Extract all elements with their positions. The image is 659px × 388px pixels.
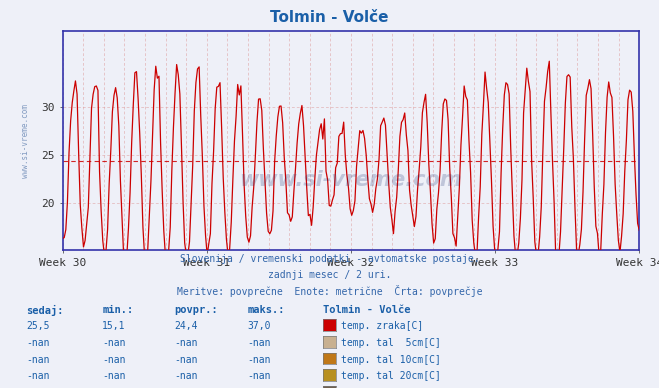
Text: www.si-vreme.com: www.si-vreme.com	[20, 104, 30, 178]
Text: -nan: -nan	[247, 338, 271, 348]
Text: -nan: -nan	[102, 371, 126, 381]
Text: -nan: -nan	[26, 371, 50, 381]
Text: 25,5: 25,5	[26, 321, 50, 331]
Text: temp. zraka[C]: temp. zraka[C]	[341, 321, 424, 331]
Text: sedaj:: sedaj:	[26, 305, 64, 315]
Text: -nan: -nan	[102, 338, 126, 348]
Text: Tolmin - Volče: Tolmin - Volče	[270, 10, 389, 25]
Text: -nan: -nan	[247, 371, 271, 381]
Text: www.si-vreme.com: www.si-vreme.com	[240, 170, 462, 190]
Text: 15,1: 15,1	[102, 321, 126, 331]
Text: min.:: min.:	[102, 305, 133, 315]
Text: temp. tal  5cm[C]: temp. tal 5cm[C]	[341, 338, 442, 348]
Text: -nan: -nan	[26, 355, 50, 365]
Text: zadnji mesec / 2 uri.: zadnji mesec / 2 uri.	[268, 270, 391, 280]
Text: -nan: -nan	[175, 371, 198, 381]
Text: -nan: -nan	[175, 355, 198, 365]
Text: Slovenija / vremenski podatki - avtomatske postaje.: Slovenija / vremenski podatki - avtomats…	[180, 254, 479, 264]
Text: Meritve: povprečne  Enote: metrične  Črta: povprečje: Meritve: povprečne Enote: metrične Črta:…	[177, 285, 482, 297]
Text: -nan: -nan	[247, 355, 271, 365]
Text: povpr.:: povpr.:	[175, 305, 218, 315]
Text: -nan: -nan	[26, 338, 50, 348]
Text: 24,4: 24,4	[175, 321, 198, 331]
Text: 37,0: 37,0	[247, 321, 271, 331]
Text: temp. tal 10cm[C]: temp. tal 10cm[C]	[341, 355, 442, 365]
Text: maks.:: maks.:	[247, 305, 285, 315]
Text: -nan: -nan	[175, 338, 198, 348]
Text: -nan: -nan	[102, 355, 126, 365]
Text: temp. tal 20cm[C]: temp. tal 20cm[C]	[341, 371, 442, 381]
Text: Tolmin - Volče: Tolmin - Volče	[323, 305, 411, 315]
